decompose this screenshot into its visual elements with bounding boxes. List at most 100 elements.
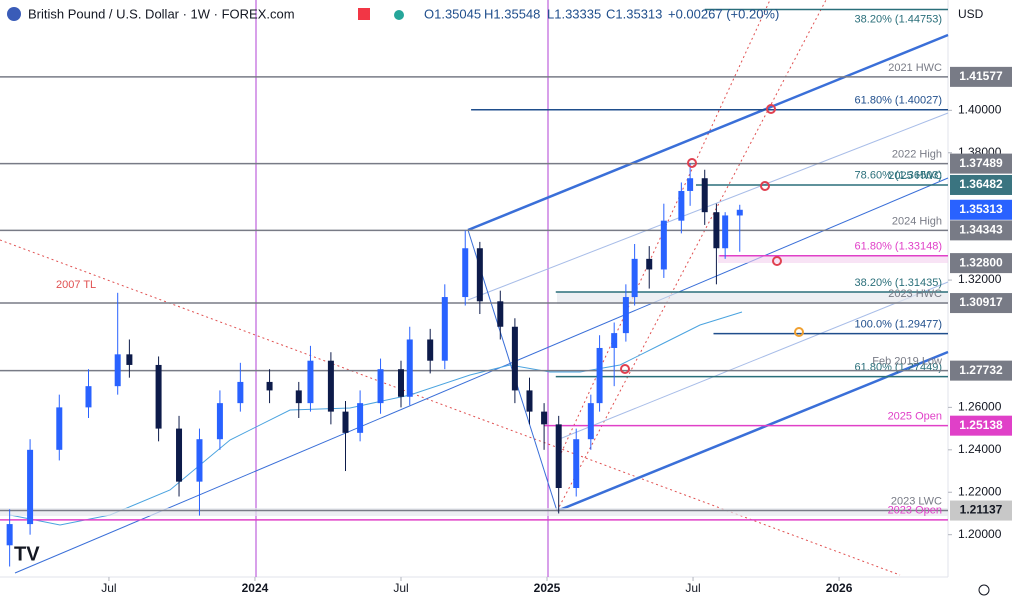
candle-body — [462, 248, 469, 298]
y-tick-label: 1.32000 — [958, 272, 1002, 286]
price-tag-label: 1.32800 — [959, 255, 1003, 269]
price-tag — [950, 360, 1012, 381]
candle-body — [701, 178, 708, 213]
channel-lower — [556, 350, 949, 513]
currency: USD — [958, 7, 984, 21]
candle-body — [476, 248, 483, 302]
channel-line — [556, 281, 949, 441]
candle-body — [307, 360, 314, 404]
candle-body — [511, 326, 518, 391]
candle-body — [155, 364, 162, 429]
zone — [557, 292, 948, 304]
price-tag — [950, 199, 1012, 220]
price-tag-label: 1.25138 — [959, 418, 1003, 432]
header: British Pound / U.S. Dollar · 1W · FOREX… — [7, 6, 990, 596]
x-tick-label: 2025 — [534, 581, 561, 595]
marker — [794, 327, 804, 337]
ohlc-high: H1.35548 — [484, 6, 540, 21]
marker — [687, 158, 697, 168]
marker — [772, 256, 782, 266]
candle-body — [722, 215, 729, 249]
x-tick-label: 2026 — [826, 581, 853, 595]
candle-body — [114, 354, 121, 387]
ohlc-open: O1.35045 — [424, 6, 481, 21]
candle-body — [611, 333, 618, 348]
candle-body — [573, 439, 580, 489]
candle-body — [126, 354, 133, 365]
ohlc-close: C1.35313 — [606, 6, 662, 21]
moving-average — [9, 311, 743, 526]
marker — [766, 104, 776, 114]
y-tick-label: 1.22000 — [958, 484, 1002, 498]
candle-body — [678, 190, 685, 221]
candle-body — [646, 258, 653, 270]
candle-body — [526, 390, 533, 412]
price-tag — [950, 220, 1012, 241]
price-tag-label: 1.27732 — [959, 363, 1003, 377]
annotation: 2007 TL — [56, 279, 96, 291]
candle-body — [687, 178, 694, 191]
price-tag-label: 1.37489 — [959, 156, 1003, 170]
candle-body — [176, 428, 183, 482]
plot-area: 38.20% (1.44753) 2021 HWC 61.80% (1.40027)… — [0, 8, 948, 567]
candle-body — [56, 407, 63, 450]
candle-body — [216, 403, 223, 440]
channel-line — [14, 177, 949, 574]
candle-body — [587, 403, 594, 440]
price-tag — [950, 293, 1012, 314]
level-label: 2023 LWC — [891, 495, 942, 507]
settings-icon — [978, 584, 990, 596]
candle-body — [295, 390, 302, 404]
price-tag-label: 1.35313 — [959, 202, 1003, 216]
candle-body — [406, 339, 413, 397]
candle-body — [736, 209, 743, 216]
zone — [718, 255, 948, 263]
y-tick-label: 1.20000 — [958, 527, 1002, 541]
price-tag — [950, 415, 1012, 436]
candle-body — [631, 258, 638, 298]
level-label: 2025 Open — [888, 411, 942, 423]
x-tick-label: 2024 — [242, 581, 269, 595]
candle-body — [27, 449, 34, 525]
zone — [0, 508, 948, 516]
candle-body — [85, 386, 92, 408]
candle-body — [497, 301, 504, 327]
candle-body — [555, 424, 562, 489]
candle-body — [660, 220, 667, 270]
price-tag-label: 1.41577 — [959, 69, 1003, 83]
logo: TV — [14, 543, 40, 565]
marker — [620, 364, 630, 374]
ohlc-low: L1.33335 — [547, 6, 601, 21]
candle-body — [327, 360, 334, 412]
symbol-icon — [7, 7, 21, 21]
flag-icon — [358, 8, 370, 20]
x-tick-label: Jul — [685, 581, 700, 595]
candle-body — [6, 524, 13, 546]
candle-body — [397, 369, 404, 397]
channel-upper — [467, 33, 949, 232]
price-tag-label: 1.30917 — [959, 295, 1003, 309]
x-tick-label: Jul — [393, 581, 408, 595]
x-tick-label: Jul — [101, 581, 116, 595]
y-tick-label: 1.24000 — [958, 442, 1002, 456]
candle-body — [266, 381, 273, 391]
candle-body — [713, 212, 720, 249]
candle-body — [541, 411, 548, 425]
symbol-title: British Pound / U.S. Dollar · 1W · FOREX… — [28, 6, 295, 21]
level-label: 38.20% (1.44753) — [855, 13, 942, 25]
level-label: 2025 HWC — [888, 170, 942, 182]
y-tick-label: 1.40000 — [958, 103, 1002, 117]
level-label: 2023 Open — [888, 505, 942, 517]
candle-body — [196, 439, 203, 482]
status-dot — [394, 10, 404, 20]
candle-body — [342, 411, 349, 433]
marker — [760, 181, 770, 191]
channel-line — [467, 112, 949, 301]
level-label: 61.80% (1.33148) — [855, 241, 942, 253]
markers — [620, 104, 804, 374]
price-tag-label: 1.34343 — [959, 223, 1003, 237]
price-tag — [950, 500, 1012, 521]
level-label: Feb 2019 Low — [872, 356, 942, 368]
price-tag — [950, 153, 1012, 174]
